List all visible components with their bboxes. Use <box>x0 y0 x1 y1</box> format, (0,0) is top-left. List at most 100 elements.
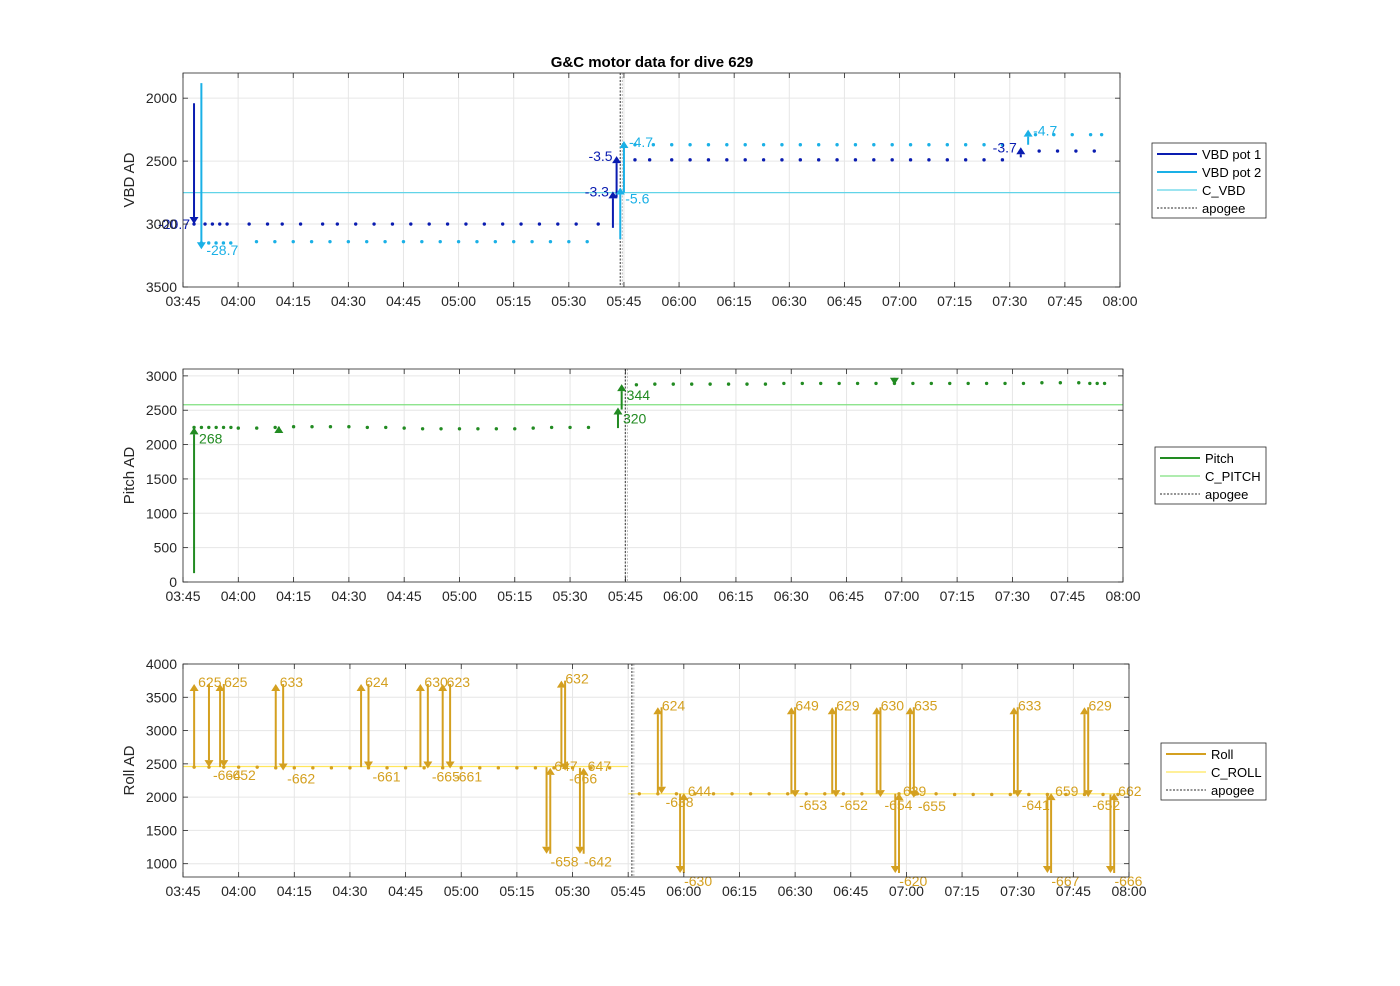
x-tick-label: 04:15 <box>277 883 312 899</box>
x-tick-label: 07:45 <box>1050 588 1085 604</box>
data-point <box>328 239 332 244</box>
data-point <box>816 158 821 162</box>
event-label: -5.6 <box>625 191 649 207</box>
data-point <box>348 766 352 770</box>
x-tick-label: 04:00 <box>221 883 256 899</box>
data-point <box>1099 132 1104 137</box>
data-point <box>311 766 315 770</box>
x-tick-label: 06:30 <box>772 293 807 309</box>
data-point <box>874 381 878 386</box>
data-point <box>265 222 270 226</box>
data-point <box>292 766 296 770</box>
data-point <box>589 766 593 770</box>
event-label: -652 <box>840 797 868 813</box>
data-point <box>384 425 388 430</box>
data-point <box>420 427 425 431</box>
x-tick-label: 06:00 <box>666 883 701 899</box>
data-point <box>402 426 406 430</box>
x-tick-label: 04:30 <box>331 293 366 309</box>
data-point <box>500 222 505 226</box>
data-point <box>1055 149 1060 153</box>
legend-box <box>1151 142 1267 219</box>
x-tick-label: 06:45 <box>829 588 864 604</box>
data-point <box>743 158 747 162</box>
data-point <box>890 158 894 162</box>
axes-box <box>182 72 1121 288</box>
y-tick-label: 3000 <box>146 368 177 384</box>
event-label: 647 <box>588 758 612 774</box>
y-tick-label: 2500 <box>146 402 177 418</box>
event-label: 659 <box>1055 783 1079 799</box>
data-point <box>347 425 351 429</box>
data-point <box>207 425 211 430</box>
data-point <box>693 792 697 796</box>
x-tick-label: 05:30 <box>551 293 586 309</box>
x-tick-label: 07:15 <box>940 588 975 604</box>
event-arrowhead <box>189 427 199 435</box>
plot-area <box>183 369 1123 582</box>
data-point <box>574 222 578 226</box>
event-label: 629 <box>836 697 860 713</box>
x-tick-label: 04:15 <box>276 293 311 309</box>
data-point <box>585 239 589 244</box>
data-point <box>690 382 694 386</box>
data-point <box>688 143 692 147</box>
x-tick-label: 07:30 <box>1000 883 1035 899</box>
x-tick-label: 04:15 <box>276 588 311 604</box>
data-point <box>1058 381 1063 385</box>
event-arrowhead <box>790 790 800 798</box>
data-point <box>310 425 314 429</box>
data-point <box>236 765 241 769</box>
data-point <box>459 766 463 770</box>
legend-entry: Pitch <box>1205 451 1234 466</box>
data-point <box>365 239 369 244</box>
data-point <box>872 158 876 162</box>
data-point <box>390 222 395 226</box>
x-tick-label: 06:15 <box>722 883 757 899</box>
legend-entry: apogee <box>1205 487 1248 502</box>
event-arrowhead <box>619 140 629 148</box>
data-point <box>708 382 712 386</box>
data-point <box>837 381 841 386</box>
event-arrowhead <box>556 680 566 688</box>
event-label: -28.7 <box>206 242 238 258</box>
data-point <box>743 143 747 147</box>
data-point <box>945 143 949 147</box>
data-point <box>291 425 296 429</box>
data-point <box>835 158 839 162</box>
data-point <box>823 792 827 796</box>
event-arrowhead <box>1109 793 1119 801</box>
data-point <box>670 158 674 162</box>
data-point <box>335 222 340 226</box>
y-tick-label: 2000 <box>146 90 177 106</box>
x-tick-label: 05:15 <box>497 588 532 604</box>
data-point <box>767 792 771 796</box>
x-tick-label: 07:45 <box>1047 293 1082 309</box>
event-label: 635 <box>914 697 938 713</box>
data-point <box>890 143 894 147</box>
legend-entry: apogee <box>1211 783 1254 798</box>
event-label: -658 <box>551 854 579 870</box>
event-arrowhead <box>579 767 589 775</box>
event-arrowhead <box>612 156 622 164</box>
data-point <box>982 158 986 162</box>
data-point <box>298 222 303 226</box>
event-arrowhead <box>1105 866 1115 874</box>
event-arrowhead <box>617 384 627 392</box>
event-arrowhead <box>1042 866 1052 874</box>
event-arrowhead <box>271 683 281 691</box>
data-point <box>422 766 426 770</box>
data-point <box>549 425 554 430</box>
event-label: 629 <box>1088 697 1112 713</box>
legend-entry: VBD pot 2 <box>1202 165 1261 180</box>
data-point <box>800 381 804 386</box>
x-tick-label: 08:00 <box>1105 588 1140 604</box>
event-label: 644 <box>688 783 712 799</box>
data-point <box>637 792 642 796</box>
x-tick-label: 04:00 <box>221 588 256 604</box>
data-point <box>409 222 413 226</box>
data-point <box>596 222 600 226</box>
event-label: -4.7 <box>1033 123 1057 139</box>
figure-title: G&C motor data for dive 629 <box>551 54 754 71</box>
data-point <box>568 425 572 430</box>
